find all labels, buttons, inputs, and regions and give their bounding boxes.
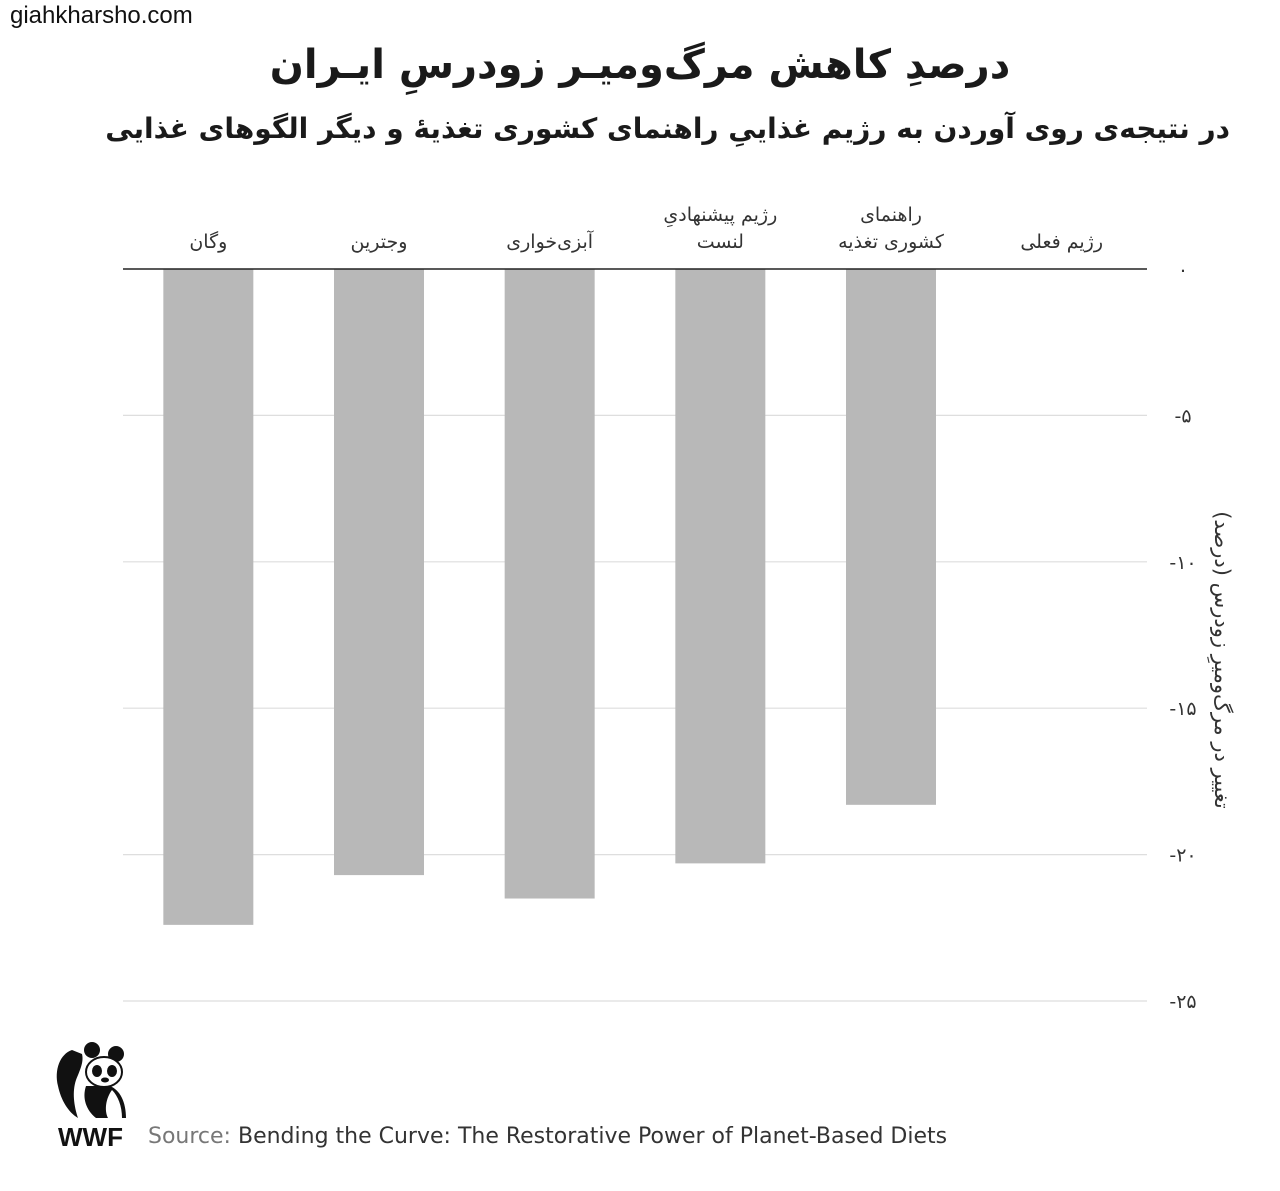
watermark-text: giahkharsho.com bbox=[10, 2, 193, 29]
category-label: لنست bbox=[697, 231, 744, 253]
source-text: Bending the Curve: The Restorative Power… bbox=[237, 1124, 948, 1149]
category-label: آبزی‌خواری bbox=[506, 229, 594, 253]
y-tick-label: -۵ bbox=[1174, 405, 1191, 427]
chart-title: درصدِ کاهش مرگ‌ومیـر زودرسِ ایـران bbox=[269, 42, 1011, 88]
category-label: وجترین bbox=[351, 231, 408, 253]
wwf-logo-text: WWF bbox=[58, 1122, 123, 1152]
bar bbox=[504, 269, 595, 899]
bar bbox=[163, 269, 254, 925]
source-note: Source: Bending the Curve: The Restorati… bbox=[148, 1124, 947, 1149]
bar bbox=[846, 269, 936, 805]
y-tick-label: -۲۰ bbox=[1169, 845, 1196, 867]
category-label: راهنمای bbox=[860, 204, 922, 226]
bar bbox=[334, 269, 424, 876]
bar bbox=[675, 269, 766, 864]
category-label: رژیم فعلی bbox=[1020, 231, 1103, 253]
y-axis-label: تغییر در مرگ‌ومیرِ زودرس (درصد) bbox=[1210, 511, 1234, 809]
category-label: وگان bbox=[189, 230, 227, 253]
category-label: کشوری تغذیه bbox=[838, 231, 945, 253]
y-tick-label: -۱۵ bbox=[1169, 698, 1196, 720]
chart-subtitle: در نتیجه‌ی روی آوردن به رژیم غذاییِ راهن… bbox=[105, 112, 1230, 145]
source-prefix: Source: bbox=[148, 1124, 231, 1149]
y-tick-label: ۰ bbox=[1178, 259, 1188, 281]
panda-icon bbox=[56, 1042, 126, 1118]
y-tick-label: -۱۰ bbox=[1169, 552, 1196, 574]
category-label: رژیم پیشنهادیِ bbox=[663, 204, 777, 228]
y-tick-label: -۲۵ bbox=[1169, 991, 1196, 1013]
